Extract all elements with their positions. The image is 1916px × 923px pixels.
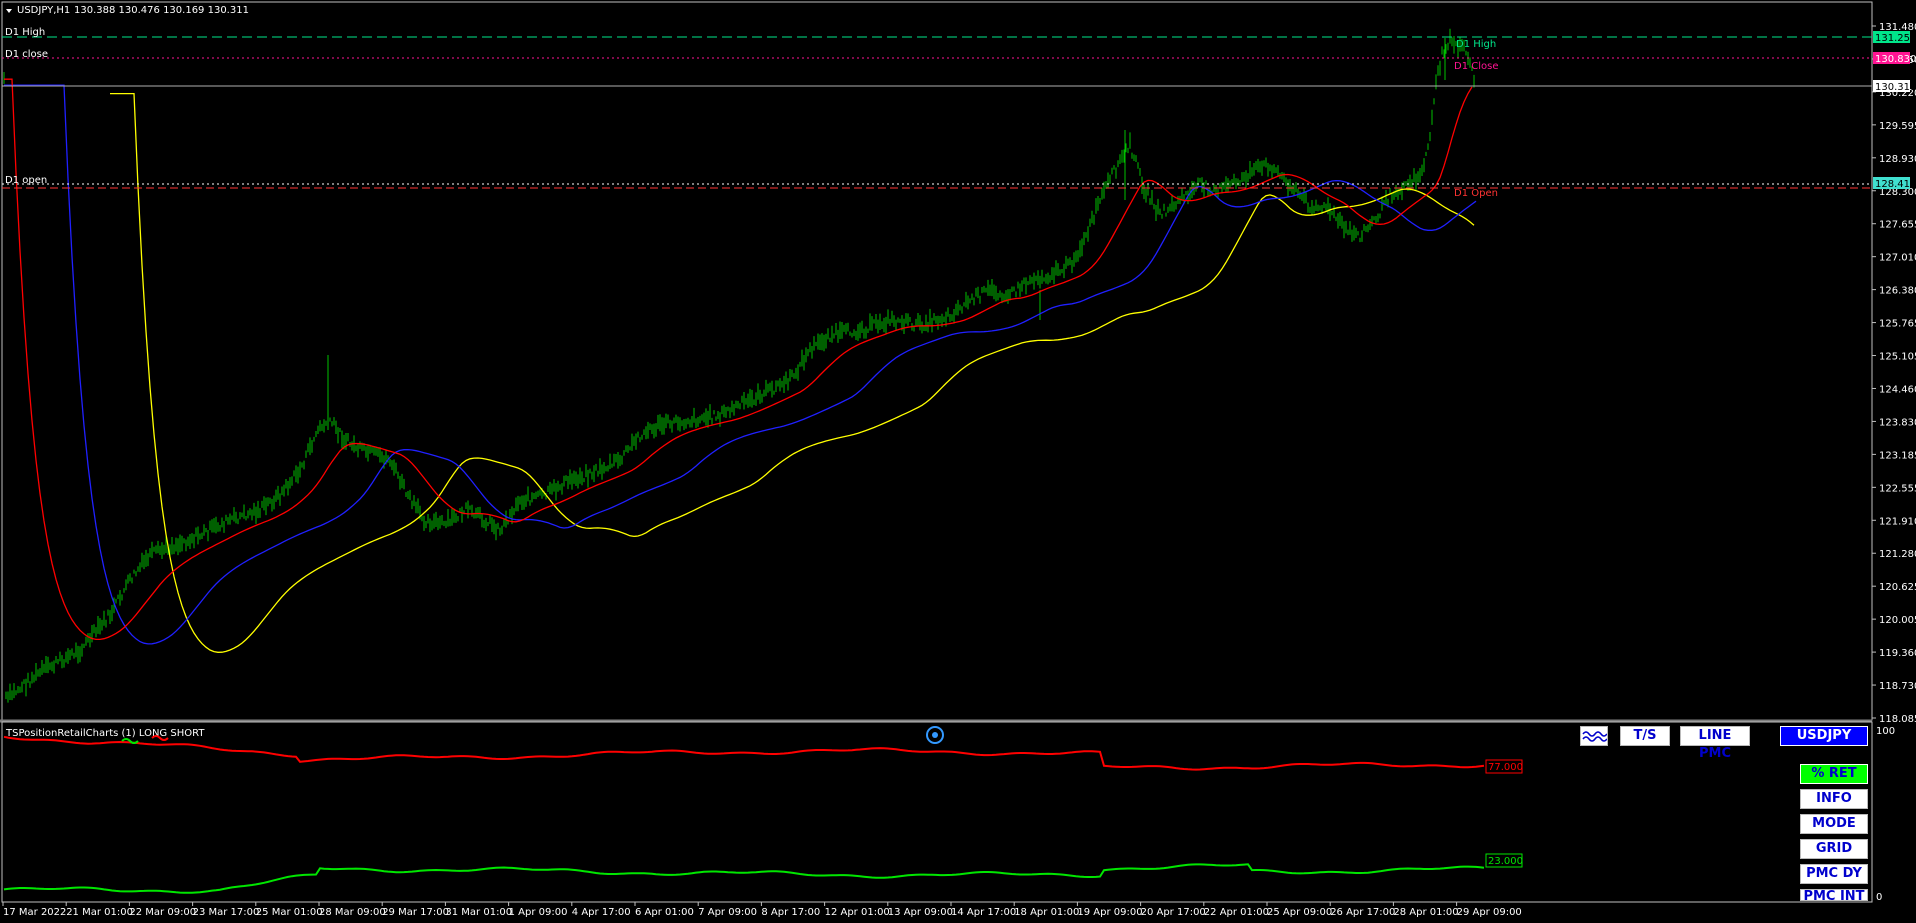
price-tick: 118.730 [1879,681,1916,692]
right-d1-close-label: D1 Close [1454,61,1498,72]
left-d1-close-label: D1 close [5,49,48,60]
short-percent-line [3,863,1485,894]
mode-button[interactable]: MODE [1800,814,1868,834]
line-pmc-button[interactable]: LINE PMC [1680,726,1750,761]
time-label: 4 Apr 17:00 [572,907,631,918]
wave-glyph-icon [1582,731,1608,742]
price-tick: 127.655 [1879,220,1916,231]
indicator-axis-min: 0 [1876,892,1882,903]
tag-high: 131.253 [1875,33,1916,44]
price-tick: 124.460 [1879,384,1916,395]
red-value: 77.000 [1488,762,1523,773]
time-label: 22 Mar 09:00 [129,907,196,918]
time-label: 14 Apr 17:00 [951,907,1016,918]
chart-menu-triangle-icon[interactable] [6,9,12,13]
time-label: 23 Mar 17:00 [193,907,260,918]
time-label: 6 Apr 01:00 [635,907,694,918]
time-label: 7 Apr 09:00 [698,907,757,918]
time-label: 28 Apr 01:00 [1393,907,1458,918]
price-tick: 130.220 [1879,88,1916,99]
left-d1-open-label: D1 open [5,175,47,186]
tag-open: 128.415 [1875,179,1916,190]
green-value-box [1485,853,1523,868]
indicator-axis-max: 100 [1876,726,1895,737]
ma-slow-line [110,92,1475,653]
price-tick: 125.105 [1879,352,1916,363]
tag-current-box [1873,80,1910,92]
price-tick: 121.280 [1879,549,1916,560]
price-tick: 126.380 [1879,286,1916,297]
time-label: 25 Mar 01:00 [256,907,323,918]
tag-current: 130.311 [1875,82,1916,93]
time-label: 25 Apr 09:00 [1267,907,1332,918]
indicator-frame [1,721,1873,903]
ohlc-values: 130.388 130.476 130.169 130.311 [74,5,249,16]
right-d1-high-label: D1 High [1456,39,1496,50]
price-tick: 128.300 [1879,187,1916,198]
time-label: 26 Apr 17:00 [1330,907,1395,918]
green-value: 23.000 [1488,856,1523,867]
time-label: 18 Apr 01:00 [1014,907,1079,918]
red-value-box [1485,759,1523,774]
ma-mid-line [4,84,1477,645]
indicator-title: TSPositionRetailCharts (1) LONG SHORT [5,728,205,739]
time-label: 28 Mar 09:00 [319,907,386,918]
price-tick: 123.830 [1879,417,1916,428]
symbol-button[interactable]: USDJPY [1780,726,1868,746]
price-tick: 128.930 [1879,154,1916,165]
grid-button[interactable]: GRID [1800,839,1868,859]
time-label: 21 Mar 01:00 [66,907,133,918]
time-label: 13 Apr 09:00 [888,907,953,918]
time-label: 8 Apr 17:00 [761,907,820,918]
tag-close: 130.830 [1875,54,1916,65]
price-tick: 125.765 [1879,319,1916,330]
time-label: 12 Apr 01:00 [825,907,890,918]
target-circle-icon[interactable] [926,726,944,744]
time-label: 29 Mar 17:00 [382,907,449,918]
price-tick: 120.005 [1879,615,1916,626]
long-mini-wave-icon [151,735,169,741]
time-label: 29 Apr 09:00 [1457,907,1522,918]
symbol-timeframe: USDJPY,H1 [17,5,70,16]
time-label: 31 Mar 01:00 [445,907,512,918]
chart-frame [1,1,1873,721]
price-axis[interactable]: 131.480130.850130.220129.595128.930128.3… [1872,22,1916,725]
time-label: 1 Apr 09:00 [509,907,568,918]
right-d1-open-label: D1 Open [1454,188,1498,199]
long-percent-line [3,735,1485,771]
left-d1-high-label: D1 High [5,27,45,38]
info-button[interactable]: INFO [1800,789,1868,809]
tag-close-box [1873,52,1910,64]
short-mini-wave-icon [121,738,139,744]
ma-fast-line [4,78,1473,641]
price-tick: 118.085 [1879,714,1916,725]
time-label: 20 Apr 17:00 [1141,907,1206,918]
time-label: 17 Mar 2022 [3,907,66,918]
price-tick: 131.480 [1879,22,1916,33]
ts-button[interactable]: T/S [1620,726,1670,746]
time-label: 19 Apr 09:00 [1077,907,1142,918]
tag-open-box [1873,177,1910,189]
price-tick: 121.910 [1879,516,1916,527]
price-tick: 127.010 [1879,253,1916,264]
price-candles [3,28,1475,703]
price-tick: 122.555 [1879,483,1916,494]
time-label: 22 Apr 01:00 [1204,907,1269,918]
pmc-int-button[interactable]: PMC INT [1800,889,1868,901]
wave-icon[interactable] [1580,726,1608,746]
price-tick: 129.595 [1879,121,1916,132]
price-tick: 120.625 [1879,582,1916,593]
ret-button[interactable]: % RET [1800,764,1868,784]
tag-high-box [1873,31,1910,43]
price-tick: 119.360 [1879,648,1916,659]
price-tick: 123.185 [1879,450,1916,461]
pmc-dy-button[interactable]: PMC DY [1800,864,1868,884]
